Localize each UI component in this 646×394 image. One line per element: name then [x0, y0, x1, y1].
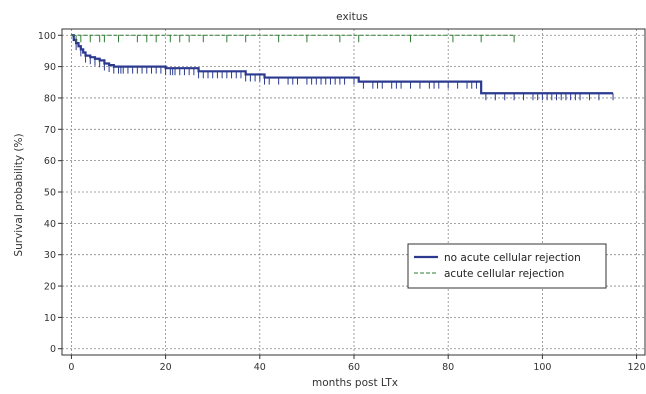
y-tick-label: 30 [44, 250, 56, 261]
y-tick-label: 100 [38, 31, 56, 42]
chart-title: exitus [336, 11, 368, 23]
y-tick-label: 10 [44, 313, 56, 324]
legend-label-rejection: acute cellular rejection [444, 268, 564, 280]
y-tick-label: 20 [44, 282, 56, 293]
y-tick-label: 40 [44, 219, 56, 230]
x-tick-label: 100 [533, 362, 551, 373]
y-axis-title: Survival probability (%) [13, 133, 25, 256]
legend: no acute cellular rejection acute cellul… [407, 243, 607, 289]
axis-ticks: 0 20 40 60 80 100 120 0 10 20 30 40 50 60 70 80 90 100 [38, 31, 646, 373]
x-tick-label: 60 [348, 362, 360, 373]
y-tick-label: 70 [44, 125, 56, 136]
y-tick-label: 80 [44, 93, 56, 104]
x-tick-label: 40 [254, 362, 266, 373]
series-no-rejection [71, 34, 614, 101]
legend-box [407, 243, 607, 289]
y-tick-label: 50 [44, 188, 56, 199]
x-axis-title: months post LTx [312, 377, 398, 389]
x-tick-label: 20 [160, 362, 172, 373]
x-tick-label: 80 [442, 362, 454, 373]
y-tick-label: 90 [44, 62, 56, 73]
survival-curve-no-rejection [71, 34, 614, 95]
series-rejection [71, 34, 515, 43]
x-tick-label: 0 [68, 362, 74, 373]
y-tick-label: 60 [44, 156, 56, 167]
series-group [71, 34, 614, 101]
legend-label-no-rejection: no acute cellular rejection [444, 252, 581, 264]
x-tick-label: 120 [628, 362, 646, 373]
y-tick-label: 0 [50, 344, 56, 355]
